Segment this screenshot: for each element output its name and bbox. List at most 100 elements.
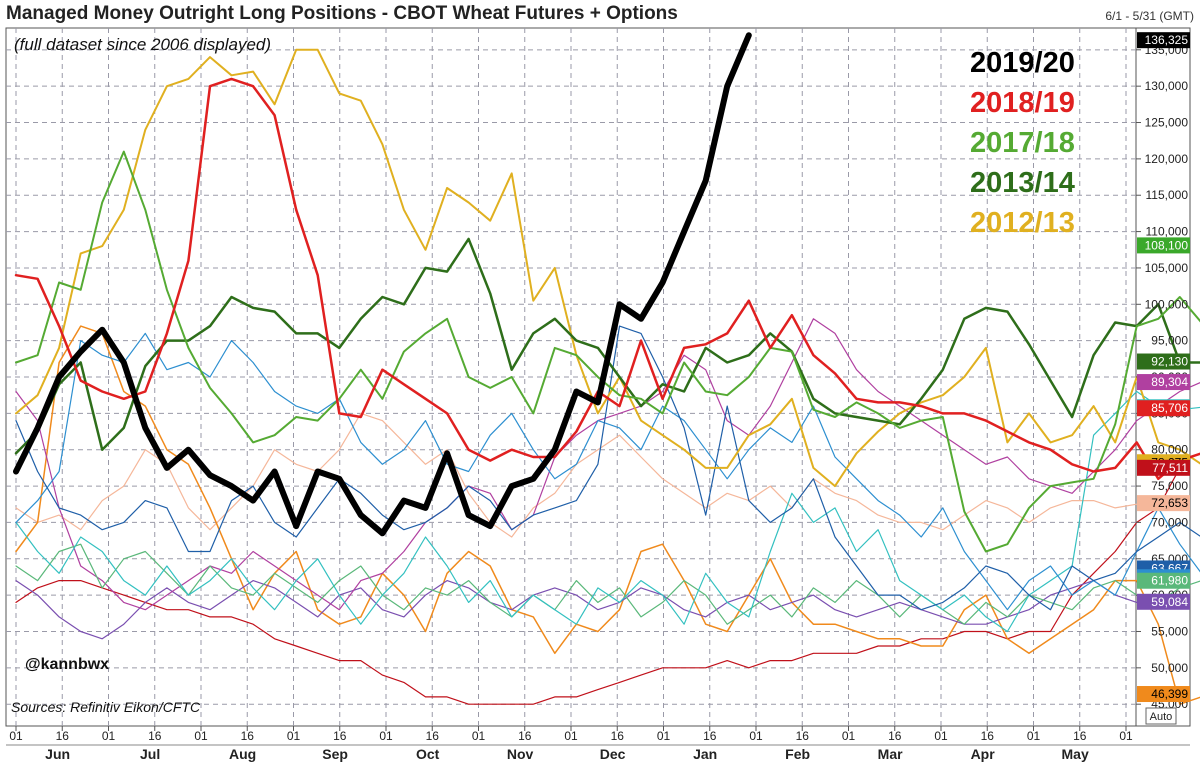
legend-entry: 2012/13: [970, 207, 1075, 239]
auto-button[interactable]: Auto: [1145, 707, 1177, 725]
end-label-box: [1137, 686, 1190, 703]
x-axis: 01 16 01 16 01 16 01 16 01 16 01 16 01 16 01 16 01 16 01 16…: [9, 726, 1133, 762]
x-day-label: 16: [611, 729, 625, 743]
x-day-label: 01: [1119, 729, 1133, 743]
y-tick-label: 130,000: [1145, 79, 1189, 93]
x-month-label: Nov: [507, 746, 534, 762]
end-label-box: [1137, 593, 1190, 610]
end-label-box: [1137, 32, 1190, 49]
x-day-label: 01: [472, 729, 486, 743]
x-day-label: 01: [194, 729, 208, 743]
series-line-other-3: [15, 390, 1200, 633]
date-range: 6/1 - 5/31 (GMT): [1105, 9, 1194, 23]
end-label-value: 46,399: [1151, 687, 1188, 701]
x-day-label: 16: [333, 729, 347, 743]
x-day-label: 16: [1073, 729, 1087, 743]
x-day-label: 01: [9, 729, 23, 743]
auto-label: Auto: [1150, 711, 1173, 723]
series-line-other-9: [15, 467, 1181, 705]
end-label-value: 136,325: [1145, 33, 1189, 47]
end-label-box: [1137, 495, 1190, 512]
series-line-2019-20: [13, 32, 752, 537]
end-label-value: 92,130: [1151, 355, 1188, 369]
y-tick-label: 110,000: [1146, 225, 1189, 239]
end-label-value: 72,653: [1151, 496, 1188, 510]
series-line-other-8: [15, 412, 1159, 538]
series-line-2018-19: [14, 77, 1200, 481]
x-month-label: Apr: [971, 746, 996, 762]
end-label-value: 108,100: [1145, 238, 1189, 252]
y-tick-label: 100,000: [1145, 297, 1189, 311]
x-day-label: 01: [564, 729, 578, 743]
x-day-label: 01: [379, 729, 393, 743]
y-tick-label: 70,000: [1151, 515, 1188, 529]
y-tick-label: 75,000: [1151, 479, 1188, 493]
series-line-other-7: [15, 325, 1200, 705]
series-line-other-5: [15, 318, 1200, 611]
series-lines: [13, 32, 1200, 705]
legend: 2019/20 2018/19 2017/18 2013/14 2012/13: [970, 47, 1075, 239]
x-day-label: 16: [426, 729, 440, 743]
end-label-value: 59,084: [1151, 595, 1188, 609]
x-day-label: 01: [842, 729, 856, 743]
x-day-label: 16: [241, 729, 255, 743]
x-day-label: 16: [56, 729, 70, 743]
x-day-label: 16: [888, 729, 902, 743]
source-note: Sources: Refinitiv Eikon/CFTC: [11, 699, 201, 715]
x-day-label: 16: [981, 729, 995, 743]
end-label-box: [1137, 374, 1190, 391]
x-month-label: Sep: [322, 746, 348, 762]
chart-subtitle: (full dataset since 2006 displayed): [14, 35, 271, 54]
end-label-value: 89,304: [1151, 375, 1188, 389]
y-tick-label: 120,000: [1145, 152, 1189, 166]
legend-entry: 2017/18: [970, 127, 1075, 159]
x-day-label: 01: [287, 729, 301, 743]
legend-entry: 2018/19: [970, 87, 1075, 119]
x-day-label: 01: [749, 729, 763, 743]
end-label-box: [1137, 400, 1190, 417]
chart-title: Managed Money Outright Long Positions - …: [6, 3, 678, 24]
end-value-labels: 136,325108,10092,13089,30485,83585,70678…: [1137, 32, 1190, 703]
x-month-label: Jul: [140, 746, 160, 762]
x-day-label: 01: [102, 729, 116, 743]
x-day-label: 01: [657, 729, 671, 743]
series-line-2017-18: [15, 150, 1200, 553]
end-label-value: 85,706: [1151, 401, 1188, 415]
y-tick-label: 115,000: [1146, 188, 1189, 202]
x-month-label: Mar: [878, 746, 903, 762]
end-label-box: [1137, 237, 1190, 254]
x-day-label: 01: [1027, 729, 1041, 743]
x-day-label: 01: [934, 729, 948, 743]
x-day-label: 16: [148, 729, 162, 743]
x-month-label: May: [1062, 746, 1089, 762]
legend-entry: 2019/20: [970, 47, 1075, 79]
end-label-box: [1137, 572, 1190, 589]
end-label-box: [1137, 459, 1190, 476]
end-label-value: 77,511: [1152, 461, 1188, 475]
x-month-label: Jan: [693, 746, 717, 762]
author-handle: @kannbwx: [25, 656, 109, 673]
x-month-label: Oct: [416, 746, 440, 762]
y-tick-label: 55,000: [1151, 624, 1188, 638]
y-tick-label: 80,000: [1151, 443, 1188, 457]
x-day-label: 16: [796, 729, 810, 743]
end-label-box: [1137, 353, 1190, 370]
x-day-label: 16: [703, 729, 717, 743]
x-day-label: 16: [518, 729, 532, 743]
series-line-other-2: [15, 332, 1200, 611]
series-line-other-6: [15, 579, 1181, 640]
plot-border: [5, 27, 1137, 727]
y-tick-label: 125,000: [1145, 116, 1189, 130]
legend-entry: 2013/14: [970, 167, 1075, 199]
x-month-label: Feb: [785, 746, 810, 762]
y-tick-label: 105,000: [1145, 261, 1189, 275]
series-line-other-1: [15, 325, 1200, 611]
y-tick-label: 50,000: [1151, 661, 1188, 675]
x-month-label: Aug: [229, 746, 256, 762]
y-tick-label: 95,000: [1151, 334, 1188, 348]
end-label-value: 61,980: [1151, 574, 1188, 588]
x-month-label: Dec: [600, 746, 626, 762]
series-line-2013-14: [14, 237, 1200, 455]
x-month-label: Jun: [45, 746, 70, 762]
